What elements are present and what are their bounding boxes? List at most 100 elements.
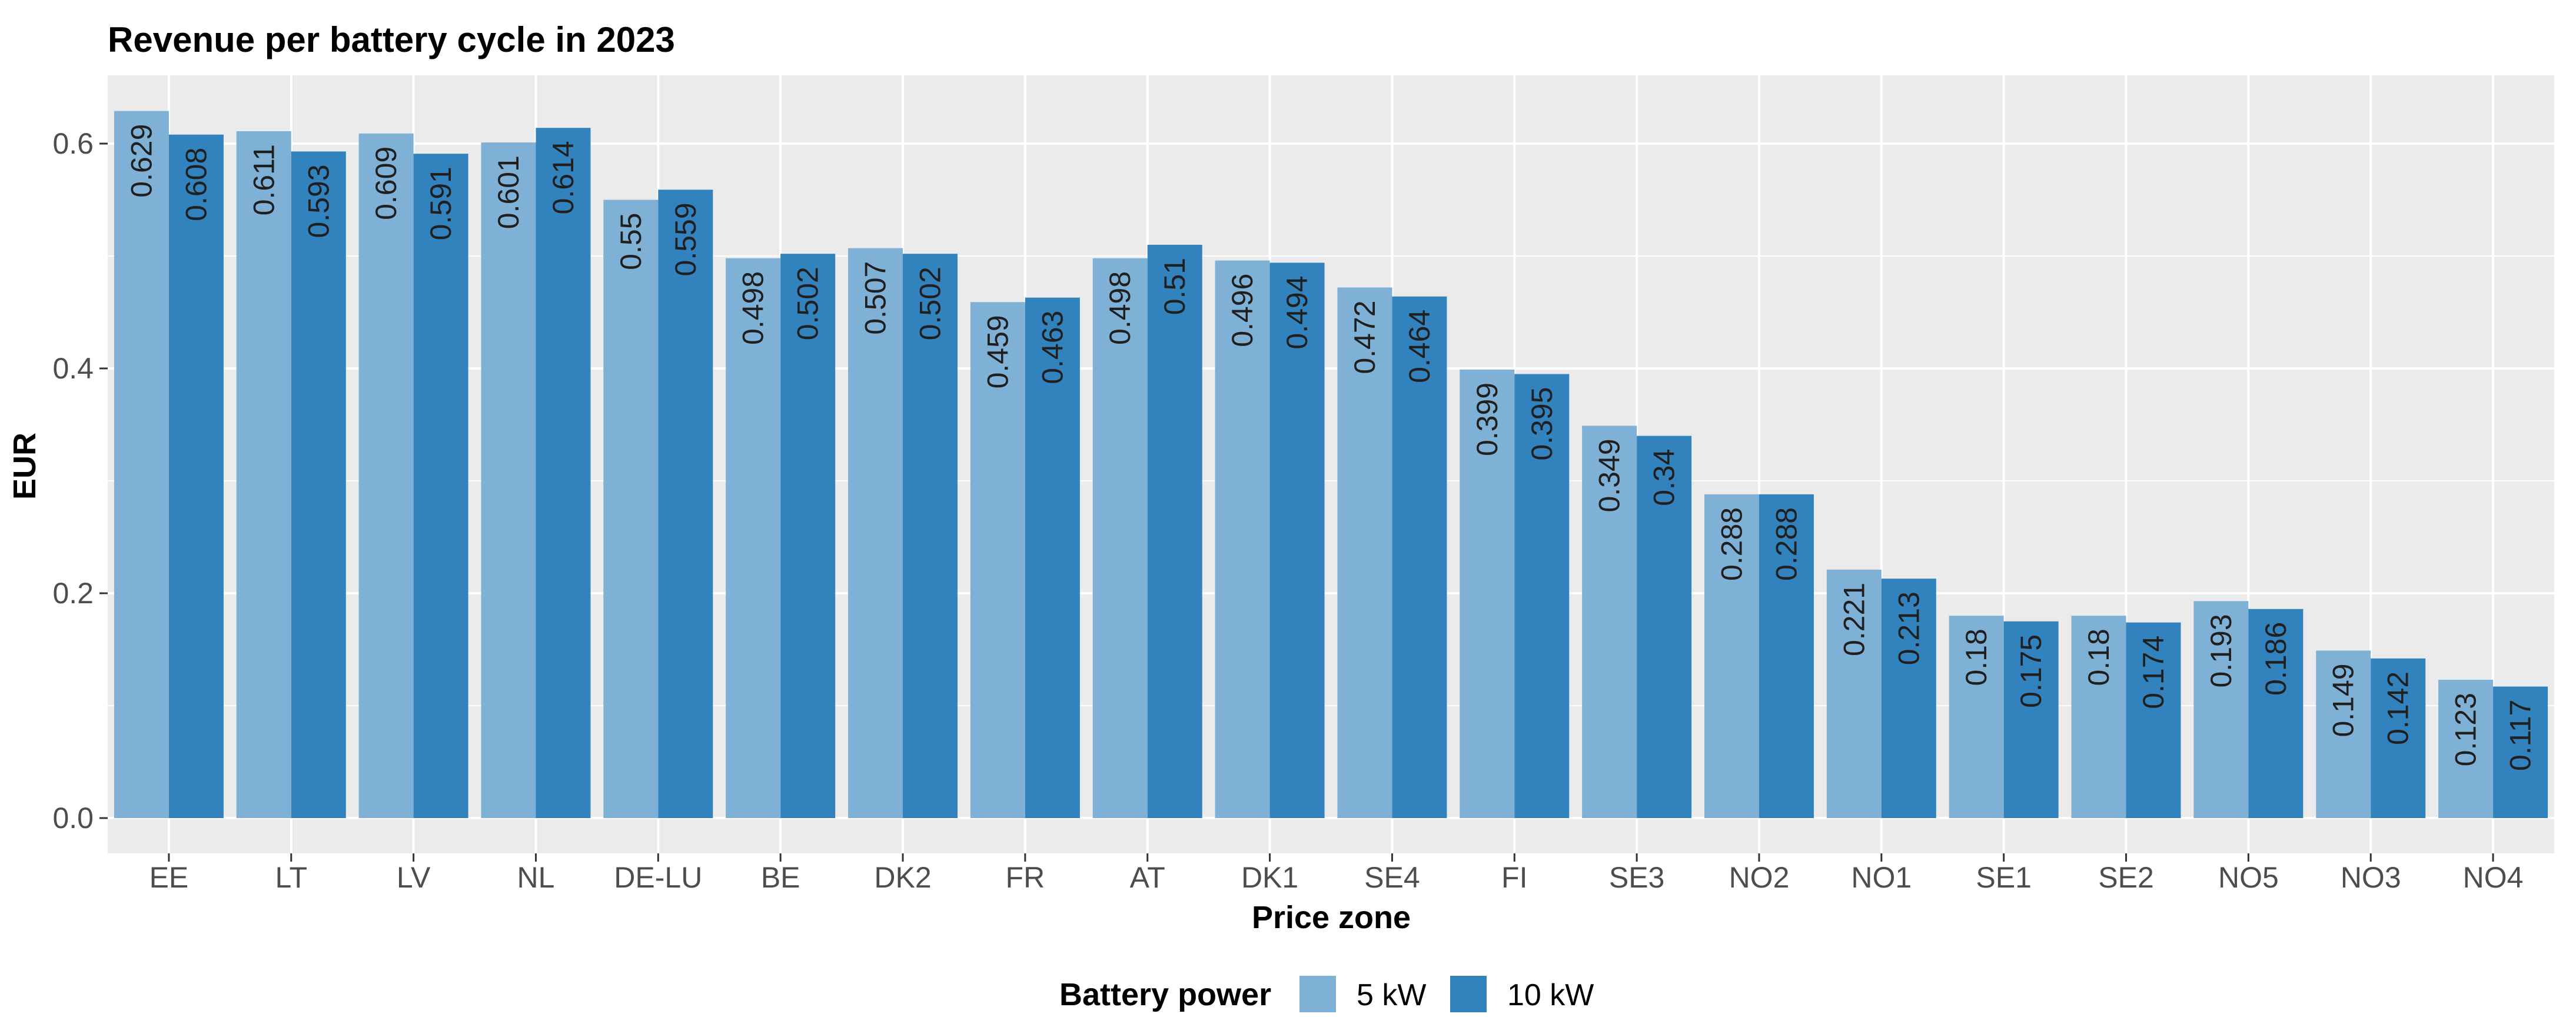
legend: Battery power 5 kW 10 kW (1059, 976, 1594, 1012)
bar-value-label: 0.123 (2449, 693, 2482, 766)
bar-se3-10kw (1637, 436, 1692, 818)
x-tick-label: NO1 (1851, 861, 1912, 894)
x-tick-label: SE2 (2098, 861, 2154, 894)
bar-value-label: 0.213 (1892, 591, 1925, 665)
x-tick-label: SE1 (1976, 861, 2032, 894)
bar-value-label: 0.502 (792, 267, 825, 340)
bar-value-label: 0.117 (2504, 700, 2537, 771)
x-tick-label: FI (1501, 861, 1527, 894)
bar-value-label: 0.193 (2205, 614, 2238, 687)
bar-value-label: 0.593 (302, 164, 335, 238)
y-tick-label: 0.6 (52, 127, 94, 160)
bar-se4-5kw (1337, 287, 1392, 819)
x-tick-label: NO5 (2218, 861, 2279, 894)
bar-value-label: 0.55 (614, 213, 647, 270)
bar-value-label: 0.51 (1158, 258, 1191, 315)
bar-value-label: 0.221 (1837, 583, 1870, 656)
bar-labels: 0.629 0.608 0.611 0.593 0.609 0.591 0.601 0.614… (125, 124, 2537, 771)
x-tick-label: NL (517, 861, 555, 894)
bar-value-label: 0.608 (180, 148, 212, 221)
bar-lv-5kw (358, 133, 414, 818)
bars (114, 111, 2548, 819)
legend-label-5kw: 5 kW (1357, 978, 1426, 1012)
bar-lt-10kw (291, 151, 346, 818)
x-tick-label: NO4 (2463, 861, 2524, 894)
bar-at-5kw (1092, 258, 1148, 818)
bar-no2-5kw (1704, 494, 1759, 818)
bar-value-label: 0.472 (1348, 300, 1381, 374)
bar-se4-10kw (1392, 296, 1447, 818)
legend-title: Battery power (1059, 977, 1271, 1012)
bar-value-label: 0.494 (1281, 275, 1314, 349)
x-tick-label: FR (1006, 861, 1045, 894)
bar-no2-10kw (1759, 494, 1814, 818)
bar-value-label: 0.591 (424, 167, 457, 240)
y-tick-label: 0.2 (52, 577, 94, 610)
bar-no4-10kw (2493, 686, 2548, 818)
legend-swatch-5kw (1299, 976, 1336, 1012)
bar-dk1-5kw (1215, 260, 1270, 818)
bar-value-label: 0.349 (1593, 438, 1626, 512)
bar-value-label: 0.149 (2327, 663, 2360, 737)
bar-value-label: 0.463 (1036, 311, 1069, 384)
plot-panel: 0.629 0.608 0.611 0.593 0.609 0.591 0.601 0.614… (108, 75, 2554, 853)
bar-be-5kw (726, 258, 781, 818)
x-tick-label: SE4 (1364, 861, 1420, 894)
bar-no4-5kw (2438, 680, 2494, 818)
bar-no5-5kw (2193, 601, 2249, 818)
x-tick-label: NO3 (2341, 861, 2401, 894)
bar-no1-10kw (1881, 579, 1936, 818)
bar-be-10kw (780, 254, 836, 818)
bar-value-label: 0.559 (669, 202, 702, 276)
bar-de-lu-5kw (603, 200, 659, 818)
bar-value-label: 0.174 (2137, 636, 2170, 709)
bar-fi-10kw (1514, 374, 1570, 818)
bar-lv-10kw (413, 154, 468, 819)
bar-value-label: 0.399 (1471, 383, 1504, 456)
bar-value-label: 0.18 (1960, 629, 1993, 686)
x-tick-label: LT (275, 861, 307, 894)
bar-value-label: 0.142 (2382, 672, 2415, 745)
bar-nl-5kw (481, 142, 536, 819)
x-tick-label: LV (397, 861, 431, 894)
bar-value-label: 0.601 (492, 155, 525, 229)
chart-title: Revenue per battery cycle in 2023 (108, 20, 675, 59)
bar-value-label: 0.464 (1403, 310, 1436, 383)
bar-se1-5kw (1949, 616, 2004, 818)
x-tick-label: EE (149, 861, 189, 894)
bar-value-label: 0.609 (370, 147, 403, 220)
bar-value-label: 0.175 (2015, 634, 2047, 708)
bar-dk2-10kw (903, 254, 958, 818)
x-tick-label: DK1 (1241, 861, 1298, 894)
bar-value-label: 0.288 (1715, 507, 1748, 581)
bar-ee-10kw (168, 134, 224, 819)
bar-value-label: 0.502 (914, 267, 947, 340)
x-tick-label: NO2 (1729, 861, 1790, 894)
bar-value-label: 0.498 (737, 271, 770, 345)
bar-dk2-5kw (848, 248, 903, 818)
bar-value-label: 0.18 (2082, 629, 2115, 686)
bar-dk1-10kw (1269, 262, 1325, 819)
bar-se2-10kw (2126, 622, 2181, 818)
panel-background (108, 75, 2554, 853)
x-tick-label: DE-LU (614, 861, 702, 894)
legend-swatch-10kw (1450, 976, 1487, 1012)
bar-se3-5kw (1582, 426, 1637, 818)
bar-no1-5kw (1826, 569, 1882, 818)
bar-no5-10kw (2248, 609, 2304, 818)
bar-value-label: 0.186 (2259, 622, 2292, 696)
y-tick-label: 0.0 (52, 802, 94, 835)
bar-value-label: 0.611 (247, 144, 280, 215)
x-axis: EE LT LV NL DE-LU BE DK2 FR AT DK1 SE4 FI SE3 NO2 NO1 S… (149, 853, 2524, 894)
legend-label-10kw: 10 kW (1507, 978, 1594, 1012)
bar-no3-5kw (2316, 650, 2371, 818)
bar-value-label: 0.614 (547, 141, 580, 214)
bar-value-label: 0.629 (125, 124, 158, 198)
bar-value-label: 0.498 (1103, 271, 1136, 345)
y-tick-label: 0.4 (52, 352, 94, 385)
x-tick-label: BE (761, 861, 800, 894)
bar-fi-5kw (1460, 369, 1515, 818)
bar-de-lu-10kw (658, 190, 713, 818)
bar-fr-5kw (970, 302, 1025, 818)
